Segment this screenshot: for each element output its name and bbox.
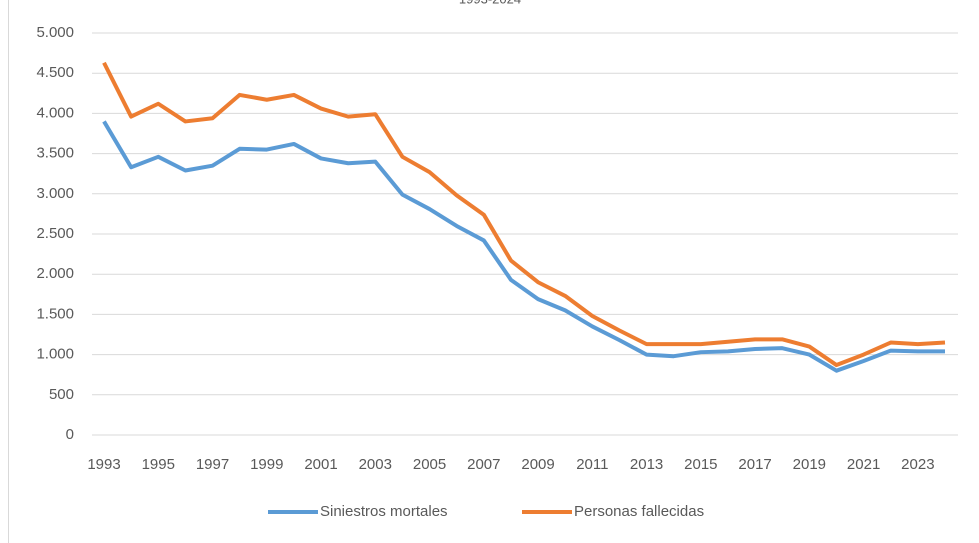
x-tick-label: 2011 <box>576 456 608 473</box>
y-tick-label: 5.000 <box>36 24 74 41</box>
x-tick-label: 2007 <box>467 456 500 473</box>
x-tick-label: 2003 <box>359 456 392 473</box>
x-tick-label: 2019 <box>793 456 826 473</box>
y-tick-label: 1.000 <box>36 346 74 363</box>
x-tick-label: 2021 <box>847 456 880 473</box>
x-tick-label: 1993 <box>87 456 120 473</box>
series-line <box>102 61 946 368</box>
series-line <box>102 120 945 373</box>
y-tick-label: 4.000 <box>36 104 74 121</box>
x-tick-label: 2017 <box>738 456 771 473</box>
legend-label: Personas fallecidas <box>574 503 704 520</box>
y-tick-label: 0 <box>66 426 74 443</box>
legend-label: Siniestros mortales <box>320 503 448 520</box>
x-tick-label: 2005 <box>413 456 446 473</box>
x-tick-label: 1999 <box>250 456 283 473</box>
x-tick-label: 1997 <box>196 456 229 473</box>
y-tick-label: 500 <box>49 386 74 403</box>
x-tick-label: 2001 <box>304 456 337 473</box>
y-tick-label: 4.500 <box>36 64 74 81</box>
y-tick-label: 3.500 <box>36 145 74 162</box>
x-tick-label: 1995 <box>142 456 175 473</box>
chart-border <box>8 0 9 543</box>
y-tick-label: 2.000 <box>36 265 74 282</box>
x-tick-label: 2015 <box>684 456 717 473</box>
x-tick-label: 2023 <box>901 456 934 473</box>
x-tick-label: 2013 <box>630 456 663 473</box>
x-tick-label: 2009 <box>521 456 554 473</box>
y-tick-label: 3.000 <box>36 185 74 202</box>
chart-subtitle: 1993-2024 <box>459 0 521 6</box>
y-tick-label: 2.500 <box>36 225 74 242</box>
y-tick-label: 1.500 <box>36 305 74 322</box>
